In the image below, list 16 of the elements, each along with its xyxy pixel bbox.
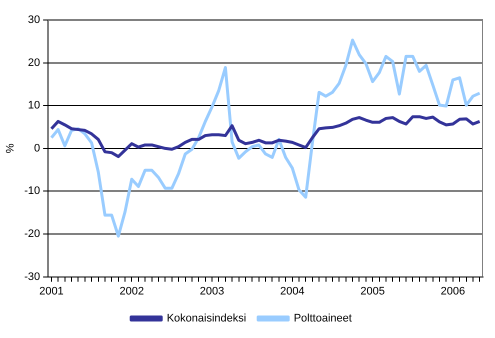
x-tick-label: 2002 [119,285,144,298]
y-tick-label: 10 [28,100,40,112]
y-tick-label: -10 [24,185,40,198]
y-tick-label: 0 [34,142,40,154]
x-tick-label: 2006 [440,285,466,298]
x-tick-label: 2003 [200,285,224,298]
y-tick-label: -20 [24,228,40,240]
y-axis-title: % [4,143,17,154]
legend-label: Kokonaisindeksi [166,312,246,325]
x-tick-label: 2005 [360,285,385,298]
y-tick-label: -30 [24,270,40,283]
x-tick-label: 2004 [280,285,305,298]
y-tick-label: 20 [28,56,40,69]
x-tick-label: 2001 [39,285,64,298]
y-tick-label: 30 [28,14,40,26]
legend-label: Polttoaineet [294,312,352,325]
